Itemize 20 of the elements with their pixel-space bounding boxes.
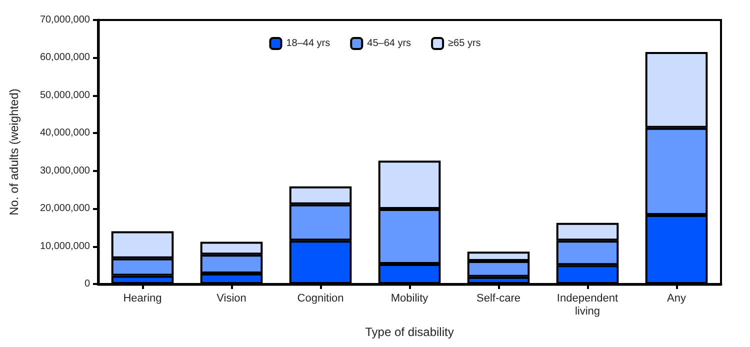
y-tick-label: 50,000,000 [40,90,90,101]
x-tick-label: Cognition [297,292,344,304]
x-tick-label: Any [667,292,686,304]
x-axis-title: Type of disability [365,325,454,339]
x-tick-label: Vision [216,292,246,304]
y-tick-label: 60,000,000 [40,52,90,64]
y-axis-title: No. of adults (weighted) [7,88,21,216]
x-tick-label: Hearing [123,292,162,304]
legend-label: 18–44 yrs [286,38,330,49]
y-tick-label: 30,000,000 [40,165,90,176]
legend-label: ≥65 yrs [448,38,481,49]
y-tick-label: 10,000,000 [40,240,90,252]
x-tick-label: Self-care [476,292,521,304]
y-tick-label: 20,000,000 [40,203,90,214]
legend-label: 45–64 yrs [367,38,412,49]
y-tick-label: 0 [84,278,90,290]
x-tick-label: Independent living [556,292,618,318]
y-tick-label: 40,000,000 [40,128,90,139]
x-tick-label: Mobility [390,292,429,304]
y-tick-label: 70,000,000 [40,14,90,26]
